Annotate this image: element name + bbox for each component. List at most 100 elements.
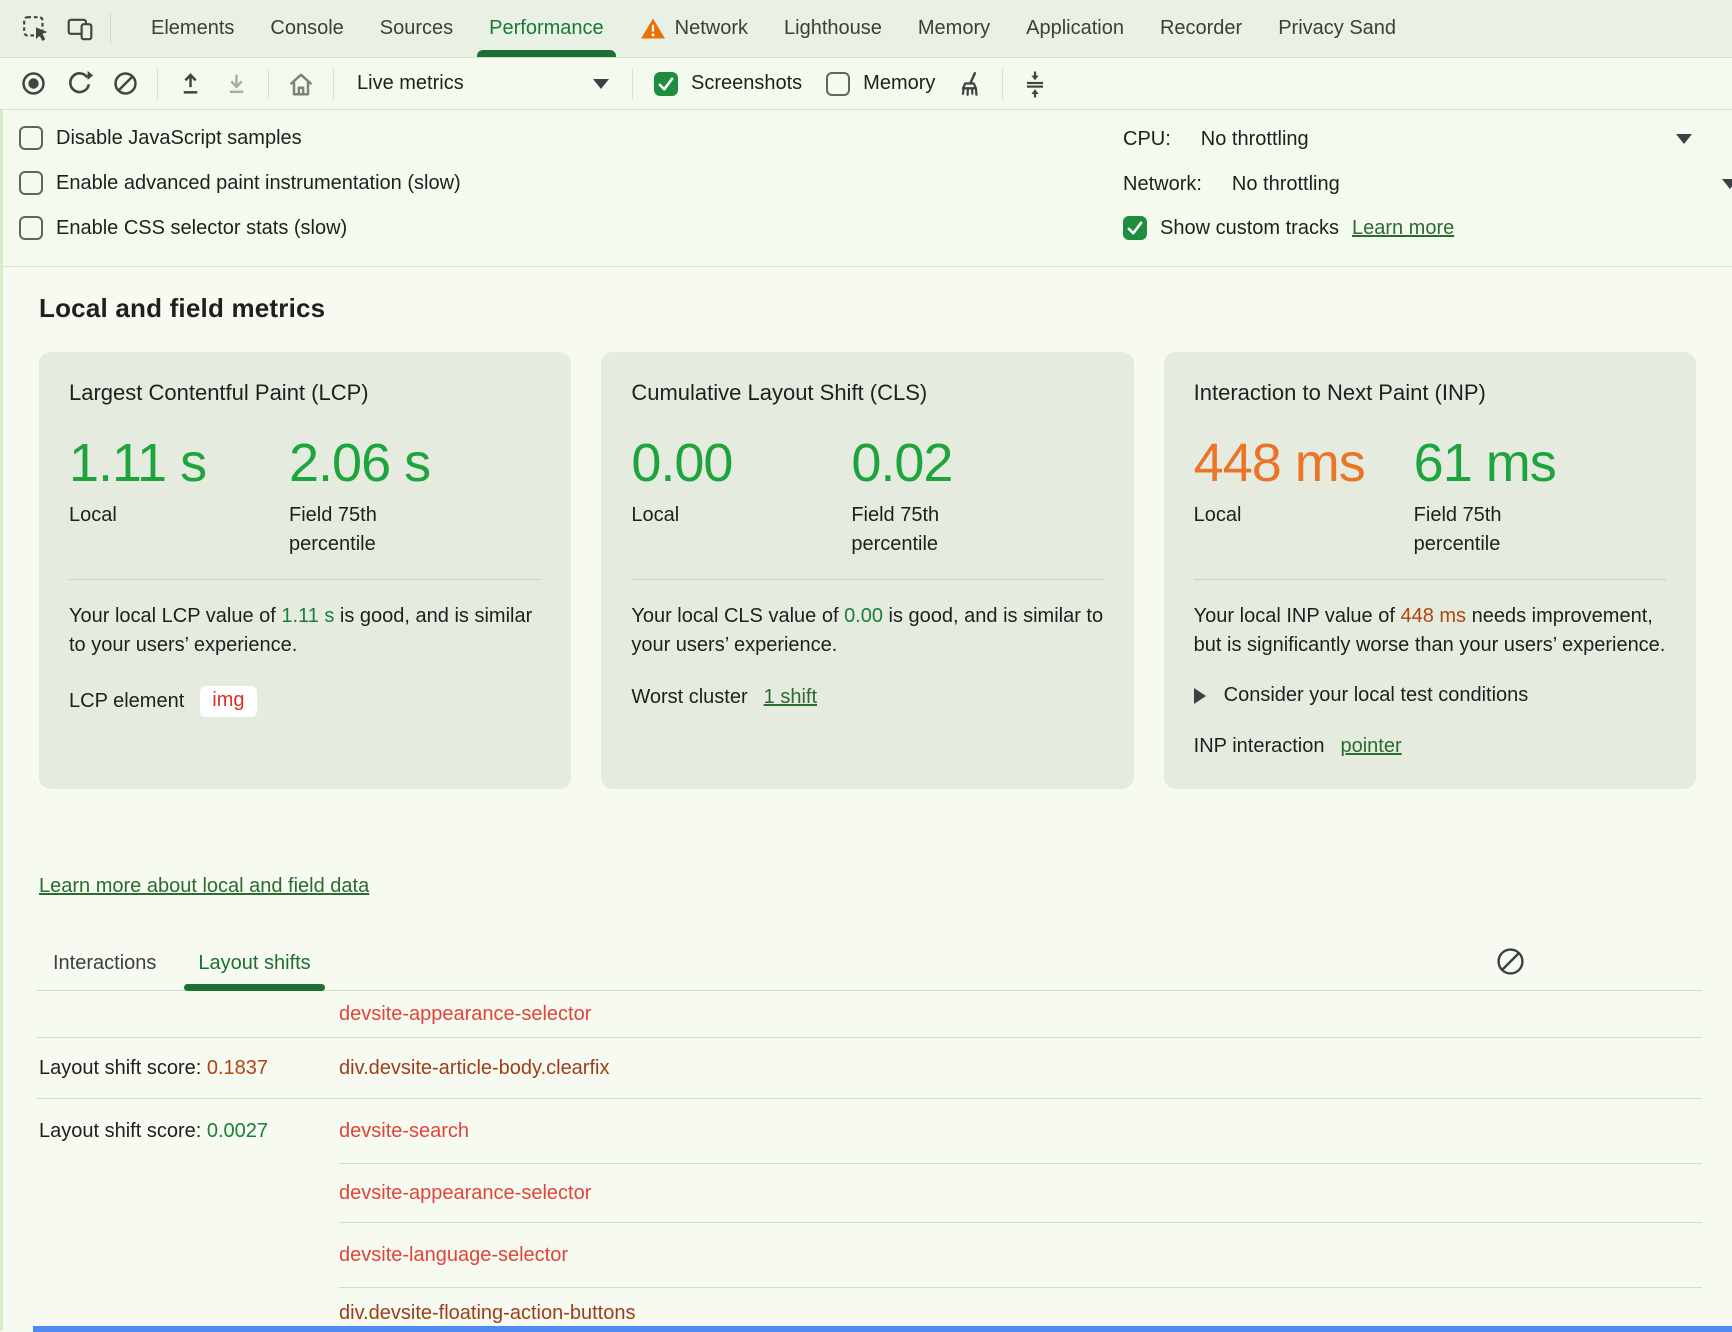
divider [36,1037,1702,1038]
divider [339,1163,1702,1164]
inp-card-title: Interaction to Next Paint (INP) [1193,380,1486,405]
tab-performance[interactable]: Performance [471,0,622,57]
disable-js-samples-checkbox[interactable] [19,126,43,150]
devtools-tab-bar: Elements Console Sources Performance Net… [0,0,1732,58]
consider-local-test-conditions-expander[interactable]: Consider your local test conditions [1193,684,1666,707]
tab-elements[interactable]: Elements [133,0,252,57]
cls-desc-post: is good, and is similar to your users’ e… [631,605,1104,657]
advanced-paint-checkbox[interactable] [19,171,43,195]
cls-field-value: 0.02 [851,433,953,493]
clear-button[interactable] [104,64,146,104]
cls-description: Your local CLS value of 0.00 is good, an… [631,602,1103,660]
memory-checkbox-row[interactable]: Memory [826,71,935,96]
tab-label: Lighthouse [784,17,882,39]
logs-section: Interactions Layout shifts devsite-appea… [3,948,1732,1332]
metric-cards: Largest Contentful Paint (LCP) 1.11 s Lo… [39,352,1696,789]
local-label: Local [69,504,117,527]
reload-icon [66,70,93,97]
lcp-desc-value: 1.11 s [281,605,335,628]
clear-log-button[interactable] [1495,946,1526,977]
learn-more-field-data-link[interactable]: Learn more about local and field data [39,875,370,897]
page-title: Local and field metrics [39,293,326,323]
divider [157,68,158,99]
css-selector-stats-checkbox[interactable] [19,216,43,240]
local-label: Local [631,504,680,527]
shifted-element-link[interactable]: devsite-appearance-selector [339,1002,592,1025]
field-label: Field 75th percentile [1413,504,1502,556]
network-throttling-row: Network: No throttling [1123,171,1732,197]
divider [632,68,633,99]
tab-label: Privacy Sand [1278,17,1397,39]
device-toolbar-icon [66,15,94,43]
live-metrics-home-button[interactable] [280,64,322,104]
cpu-throttling-row: CPU: No throttling [1123,126,1732,152]
tab-lighthouse[interactable]: Lighthouse [766,0,900,57]
score-value: 0.0027 [206,1119,269,1142]
chevron-down-icon[interactable] [1722,179,1732,189]
download-icon [223,70,250,97]
divider [1002,68,1004,99]
tab-application[interactable]: Application [1008,0,1142,57]
screenshots-checkbox[interactable] [654,71,678,96]
memory-checkbox[interactable] [826,71,851,96]
advanced-paint-row[interactable]: Enable advanced paint instrumentation (s… [19,171,1732,195]
custom-tracks-learn-more-link[interactable]: Learn more [1351,216,1455,239]
cls-card-title: Cumulative Layout Shift (CLS) [631,380,928,405]
device-toolbar-button[interactable] [58,7,102,51]
inp-interaction-link[interactable]: pointer [1340,735,1402,758]
field-label: Field 75th percentile [851,504,940,556]
custom-tracks-label: Show custom tracks [1160,216,1339,239]
lcp-description: Your local LCP value of 1.11 s is good, … [69,602,541,660]
record-icon [20,70,47,97]
css-selector-stats-row[interactable]: Enable CSS selector stats (slow) [19,216,1732,240]
shifted-element-link[interactable]: div.devsite-floating-action-buttons [339,1301,636,1324]
shifted-element-link[interactable]: devsite-appearance-selector [339,1181,592,1204]
inspect-element-button[interactable] [14,7,58,51]
inp-description: Your local INP value of 448 ms needs imp… [1194,602,1666,660]
collapse-button[interactable] [1014,64,1056,104]
layout-shift-row: devsite-language-selector [3,1223,1732,1287]
load-profile-button[interactable] [169,64,211,104]
tab-network[interactable]: Network [622,0,766,57]
shifted-element-link[interactable]: devsite-language-selector [339,1243,569,1266]
tab-memory[interactable]: Memory [900,0,1008,57]
network-throttling-select[interactable]: No throttling [1231,172,1340,195]
inspect-cursor-icon [22,15,50,43]
screenshots-checkbox-row[interactable]: Screenshots [654,71,802,96]
row-score: Layout shift score: 0.0027 [39,1120,339,1143]
chevron-down-icon [593,78,609,89]
tab-sources[interactable]: Sources [362,0,471,57]
show-custom-tracks-checkbox[interactable] [1123,216,1147,240]
lcp-element-link[interactable]: img [200,686,257,718]
shifted-element-link[interactable]: div.devsite-article-body.clearfix [339,1056,610,1079]
garbage-collect-button[interactable] [949,64,991,104]
record-button[interactable] [12,64,54,104]
disable-js-samples-row[interactable]: Disable JavaScript samples [19,126,1732,150]
cpu-throttling-select[interactable]: No throttling [1200,127,1309,150]
tab-layout-shifts[interactable]: Layout shifts [184,952,326,991]
tab-console[interactable]: Console [252,0,361,57]
inp-desc-post: needs improvement, but is significantly … [1193,605,1666,657]
block-icon [112,70,139,97]
tab-interactions[interactable]: Interactions [53,952,157,974]
inp-card: Interaction to Next Paint (INP) 448 ms L… [1163,352,1696,789]
lcp-local-column: 1.11 s Local [69,433,289,559]
field-label: Field 75th percentile [289,504,377,556]
worst-cluster-link[interactable]: 1 shift [763,686,818,709]
lcp-desc-post: is good, and is similar to your users’ e… [69,605,533,657]
view-select-value: Live metrics [357,72,464,94]
block-icon [1495,946,1526,977]
tab-privacy-sandbox[interactable]: Privacy Sand [1260,0,1414,57]
chevron-down-icon[interactable] [1676,134,1692,144]
save-profile-button[interactable] [215,64,257,104]
lcp-element-label: LCP element [69,690,185,713]
view-select[interactable]: Live metrics [345,64,621,104]
show-custom-tracks-row[interactable]: Show custom tracks Learn more [1123,216,1732,240]
checkbox-label: Enable CSS selector stats (slow) [56,216,348,239]
cls-field-column: 0.02 Field 75th percentile [851,433,1103,559]
tab-recorder[interactable]: Recorder [1142,0,1260,57]
selected-row-edge [33,1326,1732,1332]
record-and-reload-button[interactable] [58,64,100,104]
score-value: 0.1837 [206,1056,269,1079]
shifted-element-link[interactable]: devsite-search [339,1119,470,1142]
